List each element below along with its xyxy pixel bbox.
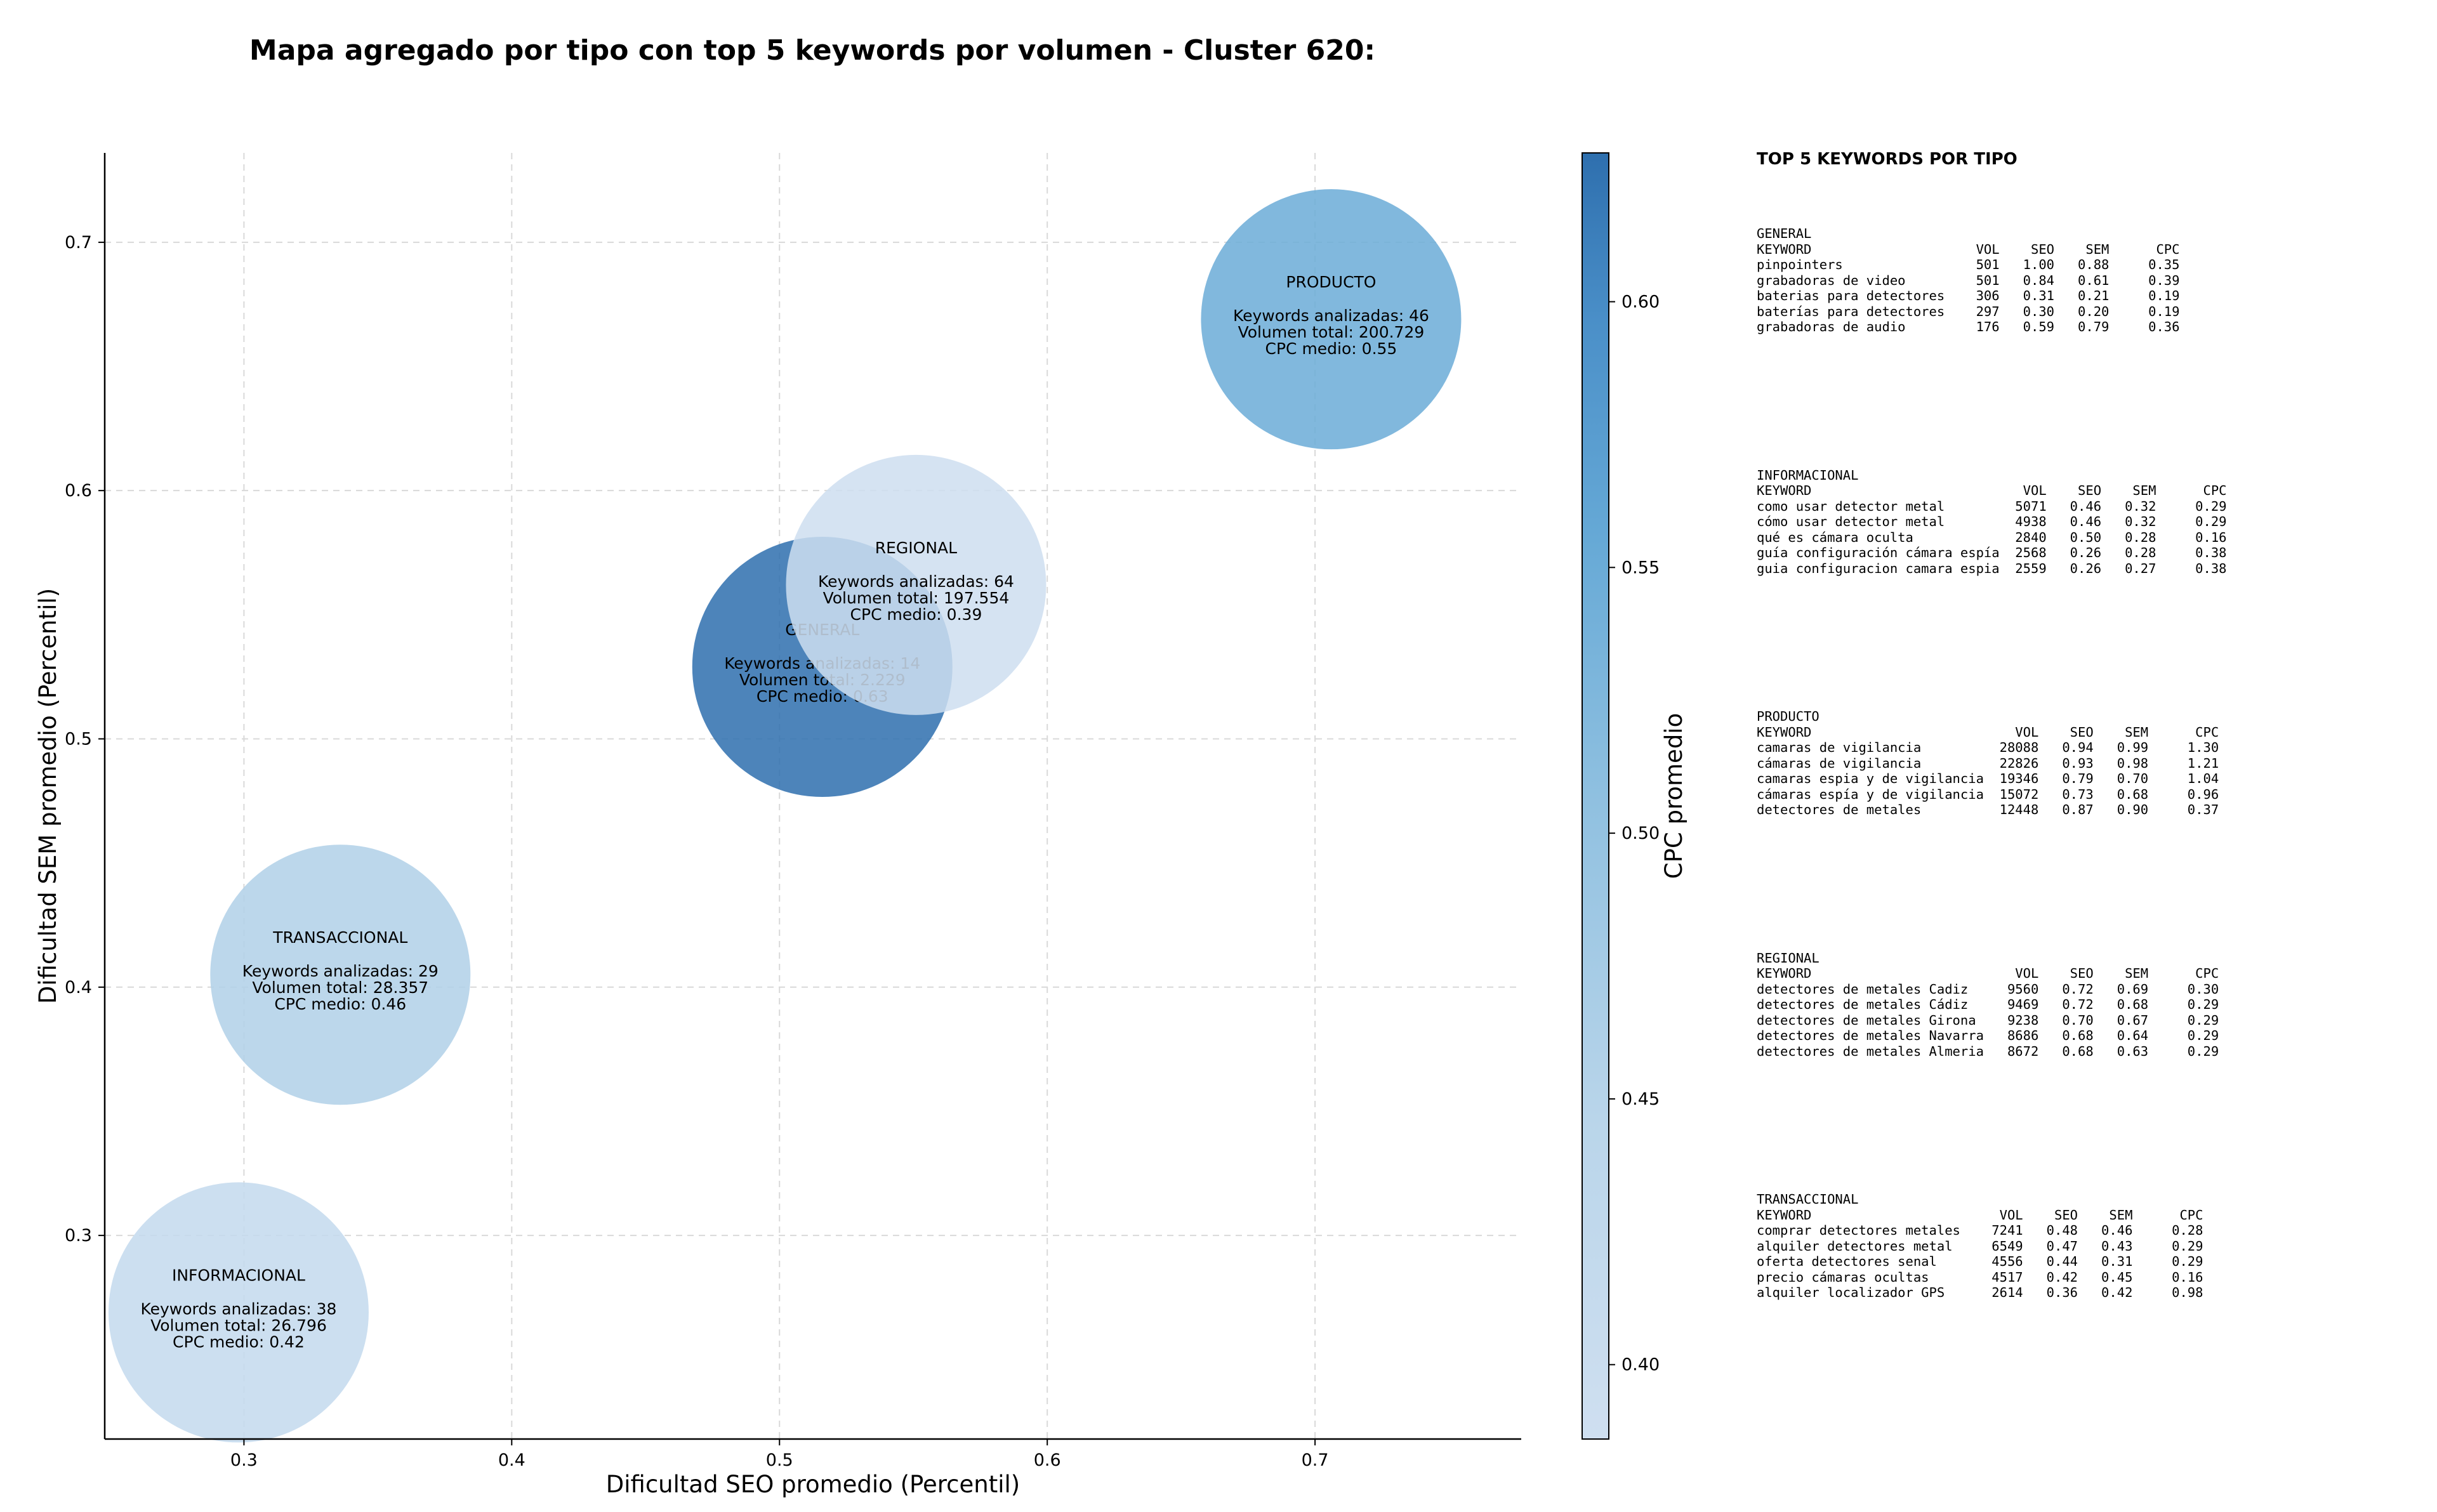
keyword-row: precio cámaras ocultas 4517 0.42 0.45 0.… xyxy=(1757,1269,2203,1285)
x-tick-label: 0.6 xyxy=(1034,1450,1061,1470)
bubble-detail-transaccional: CPC medio: 0.46 xyxy=(274,995,406,1013)
keyword-row: cómo usar detector metal 4938 0.46 0.32 … xyxy=(1757,514,2227,529)
keyword-table-header: KEYWORD VOL SEO SEM CPC xyxy=(1757,241,2180,257)
keyword-table-header: KEYWORD VOL SEO SEM CPC xyxy=(1757,966,2219,981)
bubble-transaccional xyxy=(210,845,471,1105)
keyword-table-header: KEYWORD VOL SEO SEM CPC xyxy=(1757,724,2219,740)
keyword-table-header: KEYWORD VOL SEO SEM CPC xyxy=(1757,1207,2203,1223)
keyword-table-transaccional: TRANSACCIONAL KEYWORD VOL SEO SEM CPC comp… xyxy=(1757,1192,2429,1301)
x-tick-label: 0.4 xyxy=(498,1450,525,1470)
keyword-table-header: KEYWORD VOL SEO SEM CPC xyxy=(1757,483,2227,498)
keyword-row: alquiler localizador GPS 2614 0.36 0.42 … xyxy=(1757,1285,2203,1300)
keyword-row: guía configuración cámara espía 2568 0.2… xyxy=(1757,545,2227,560)
bubble-detail-transaccional: Keywords analizadas: 29 xyxy=(242,962,439,980)
bubble-detail-informacional: Volumen total: 26.796 xyxy=(150,1316,327,1334)
keyword-row: detectores de metales Almeria 8672 0.68 … xyxy=(1757,1043,2219,1059)
keyword-row: detectores de metales Cádiz 9469 0.72 0.… xyxy=(1757,997,2219,1012)
keyword-table-regional: REGIONAL KEYWORD VOL SEO SEM CPC detectore… xyxy=(1757,950,2429,1060)
colorbar: 0.40 0.45 0.50 0.55 0.60 CPC promedio xyxy=(1582,152,1687,1440)
bubble-informacional xyxy=(108,1182,369,1443)
keyword-table-title: INFORMACIONAL xyxy=(1757,467,1859,483)
keyword-row: baterias para detectores 306 0.31 0.21 0… xyxy=(1757,288,2180,303)
x-tick-label: 0.7 xyxy=(1302,1450,1329,1470)
keyword-row: detectores de metales 12448 0.87 0.90 0.… xyxy=(1757,802,2219,817)
x-tick-label: 0.3 xyxy=(230,1450,258,1470)
bubble-detail-producto: Volumen total: 200.729 xyxy=(1238,323,1425,341)
keyword-row: oferta detectores senal 4556 0.44 0.31 0… xyxy=(1757,1254,2203,1269)
panel-title: TOP 5 KEYWORDS POR TIPO xyxy=(1757,150,2018,169)
colorbar-tick-label: 0.40 xyxy=(1621,1355,1660,1375)
keyword-row: camaras de vigilancia 28088 0.94 0.99 1.… xyxy=(1757,740,2219,755)
keyword-row: alquiler detectores metal 6549 0.47 0.43… xyxy=(1757,1238,2203,1254)
axes: 0.3 0.4 0.5 0.6 0.7 0.3 0.4 0.5 0.6 0.7 Dificultad… xyxy=(34,153,1521,1498)
keyword-row: detectores de metales Cadiz 9560 0.72 0.… xyxy=(1757,981,2219,997)
keyword-row: detectores de metales Girona 9238 0.70 0… xyxy=(1757,1012,2219,1028)
keyword-table-title: TRANSACCIONAL xyxy=(1757,1192,1859,1207)
keyword-row: grabadoras de audio 176 0.59 0.79 0.36 xyxy=(1757,319,2180,334)
keyword-table-title: PRODUCTO xyxy=(1757,709,1819,724)
keyword-row: cámaras de vigilancia 22826 0.93 0.98 1.… xyxy=(1757,755,2219,771)
keyword-table-title: REGIONAL xyxy=(1757,950,1819,966)
keyword-row: cámaras espía y de vigilancia 15072 0.73… xyxy=(1757,786,2219,802)
bubble-regional xyxy=(786,454,1047,715)
bubble-detail-transaccional: Volumen total: 28.357 xyxy=(252,978,428,997)
y-tick-label: 0.4 xyxy=(65,978,92,997)
colorbar-gradient xyxy=(1582,152,1609,1440)
keyword-row: qué es cámara oculta 2840 0.50 0.28 0.16 xyxy=(1757,529,2227,545)
keyword-row: grabadoras de video 501 0.84 0.61 0.39 xyxy=(1757,272,2180,288)
x-tick-label: 0.5 xyxy=(766,1450,793,1470)
y-tick-label: 0.6 xyxy=(65,481,92,501)
keyword-table-informacional: INFORMACIONAL KEYWORD VOL SEO SEM CPC como… xyxy=(1757,468,2429,577)
keyword-row: camaras espia y de vigilancia 19346 0.79… xyxy=(1757,771,2219,786)
colorbar-tick-label: 0.45 xyxy=(1621,1089,1660,1109)
bubble-label-regional: REGIONAL xyxy=(875,539,957,557)
keyword-table-general: GENERAL KEYWORD VOL SEO SEM CPC pinpointer… xyxy=(1757,226,2429,335)
bubble-detail-producto: CPC medio: 0.55 xyxy=(1265,339,1397,358)
y-tick-label: 0.3 xyxy=(65,1226,92,1246)
bubble-detail-informacional: Keywords analizadas: 38 xyxy=(140,1299,336,1318)
bubble-detail-producto: Keywords analizadas: 46 xyxy=(1233,306,1429,325)
colorbar-tick-label: 0.55 xyxy=(1621,558,1660,577)
keyword-row: pinpointers 501 1.00 0.88 0.35 xyxy=(1757,257,2180,272)
bubble-detail-regional: CPC medio: 0.39 xyxy=(850,605,982,624)
colorbar-tick-label: 0.60 xyxy=(1621,293,1660,312)
chart-title: Mapa agregado por tipo con top 5 keyword… xyxy=(249,34,1376,67)
keyword-row: detectores de metales Navarra 8686 0.68 … xyxy=(1757,1028,2219,1043)
y-tick-label: 0.7 xyxy=(65,233,92,253)
colorbar-label: CPC promedio xyxy=(1660,713,1687,879)
bubble-label-transaccional: TRANSACCIONAL xyxy=(272,928,407,947)
keyword-row: como usar detector metal 5071 0.46 0.32 … xyxy=(1757,498,2227,514)
bubble-label-producto: PRODUCTO xyxy=(1286,273,1376,291)
keyword-row: guia configuracion camara espia 2559 0.2… xyxy=(1757,560,2227,576)
bubble-detail-informacional: CPC medio: 0.42 xyxy=(173,1332,305,1351)
x-axis-label: Dificultad SEO promedio (Percentil) xyxy=(606,1471,1020,1498)
colorbar-tick-label: 0.50 xyxy=(1621,824,1660,843)
bubble-label-informacional: INFORMACIONAL xyxy=(172,1266,305,1284)
keyword-table-producto: PRODUCTO KEYWORD VOL SEO SEM CPC camaras d… xyxy=(1757,709,2429,818)
bubble-detail-regional: Volumen total: 197.554 xyxy=(823,589,1010,607)
bubble-producto xyxy=(1201,189,1462,450)
y-tick-label: 0.5 xyxy=(65,729,92,749)
top-keywords-panel: TOP 5 KEYWORDS POR TIPO GENERAL KEYWORD V… xyxy=(1757,150,2429,1301)
bubble-detail-regional: Keywords analizadas: 64 xyxy=(818,572,1014,591)
panel-sections: GENERAL KEYWORD VOL SEO SEM CPC pinpointer… xyxy=(1757,226,2429,1301)
keyword-table-title: GENERAL xyxy=(1757,226,1812,241)
keyword-row: baterías para detectores 297 0.30 0.20 0… xyxy=(1757,303,2180,319)
y-axis-label: Dificultad SEM promedio (Percentil) xyxy=(34,588,62,1004)
keyword-row: comprar detectores metales 7241 0.48 0.4… xyxy=(1757,1223,2203,1238)
